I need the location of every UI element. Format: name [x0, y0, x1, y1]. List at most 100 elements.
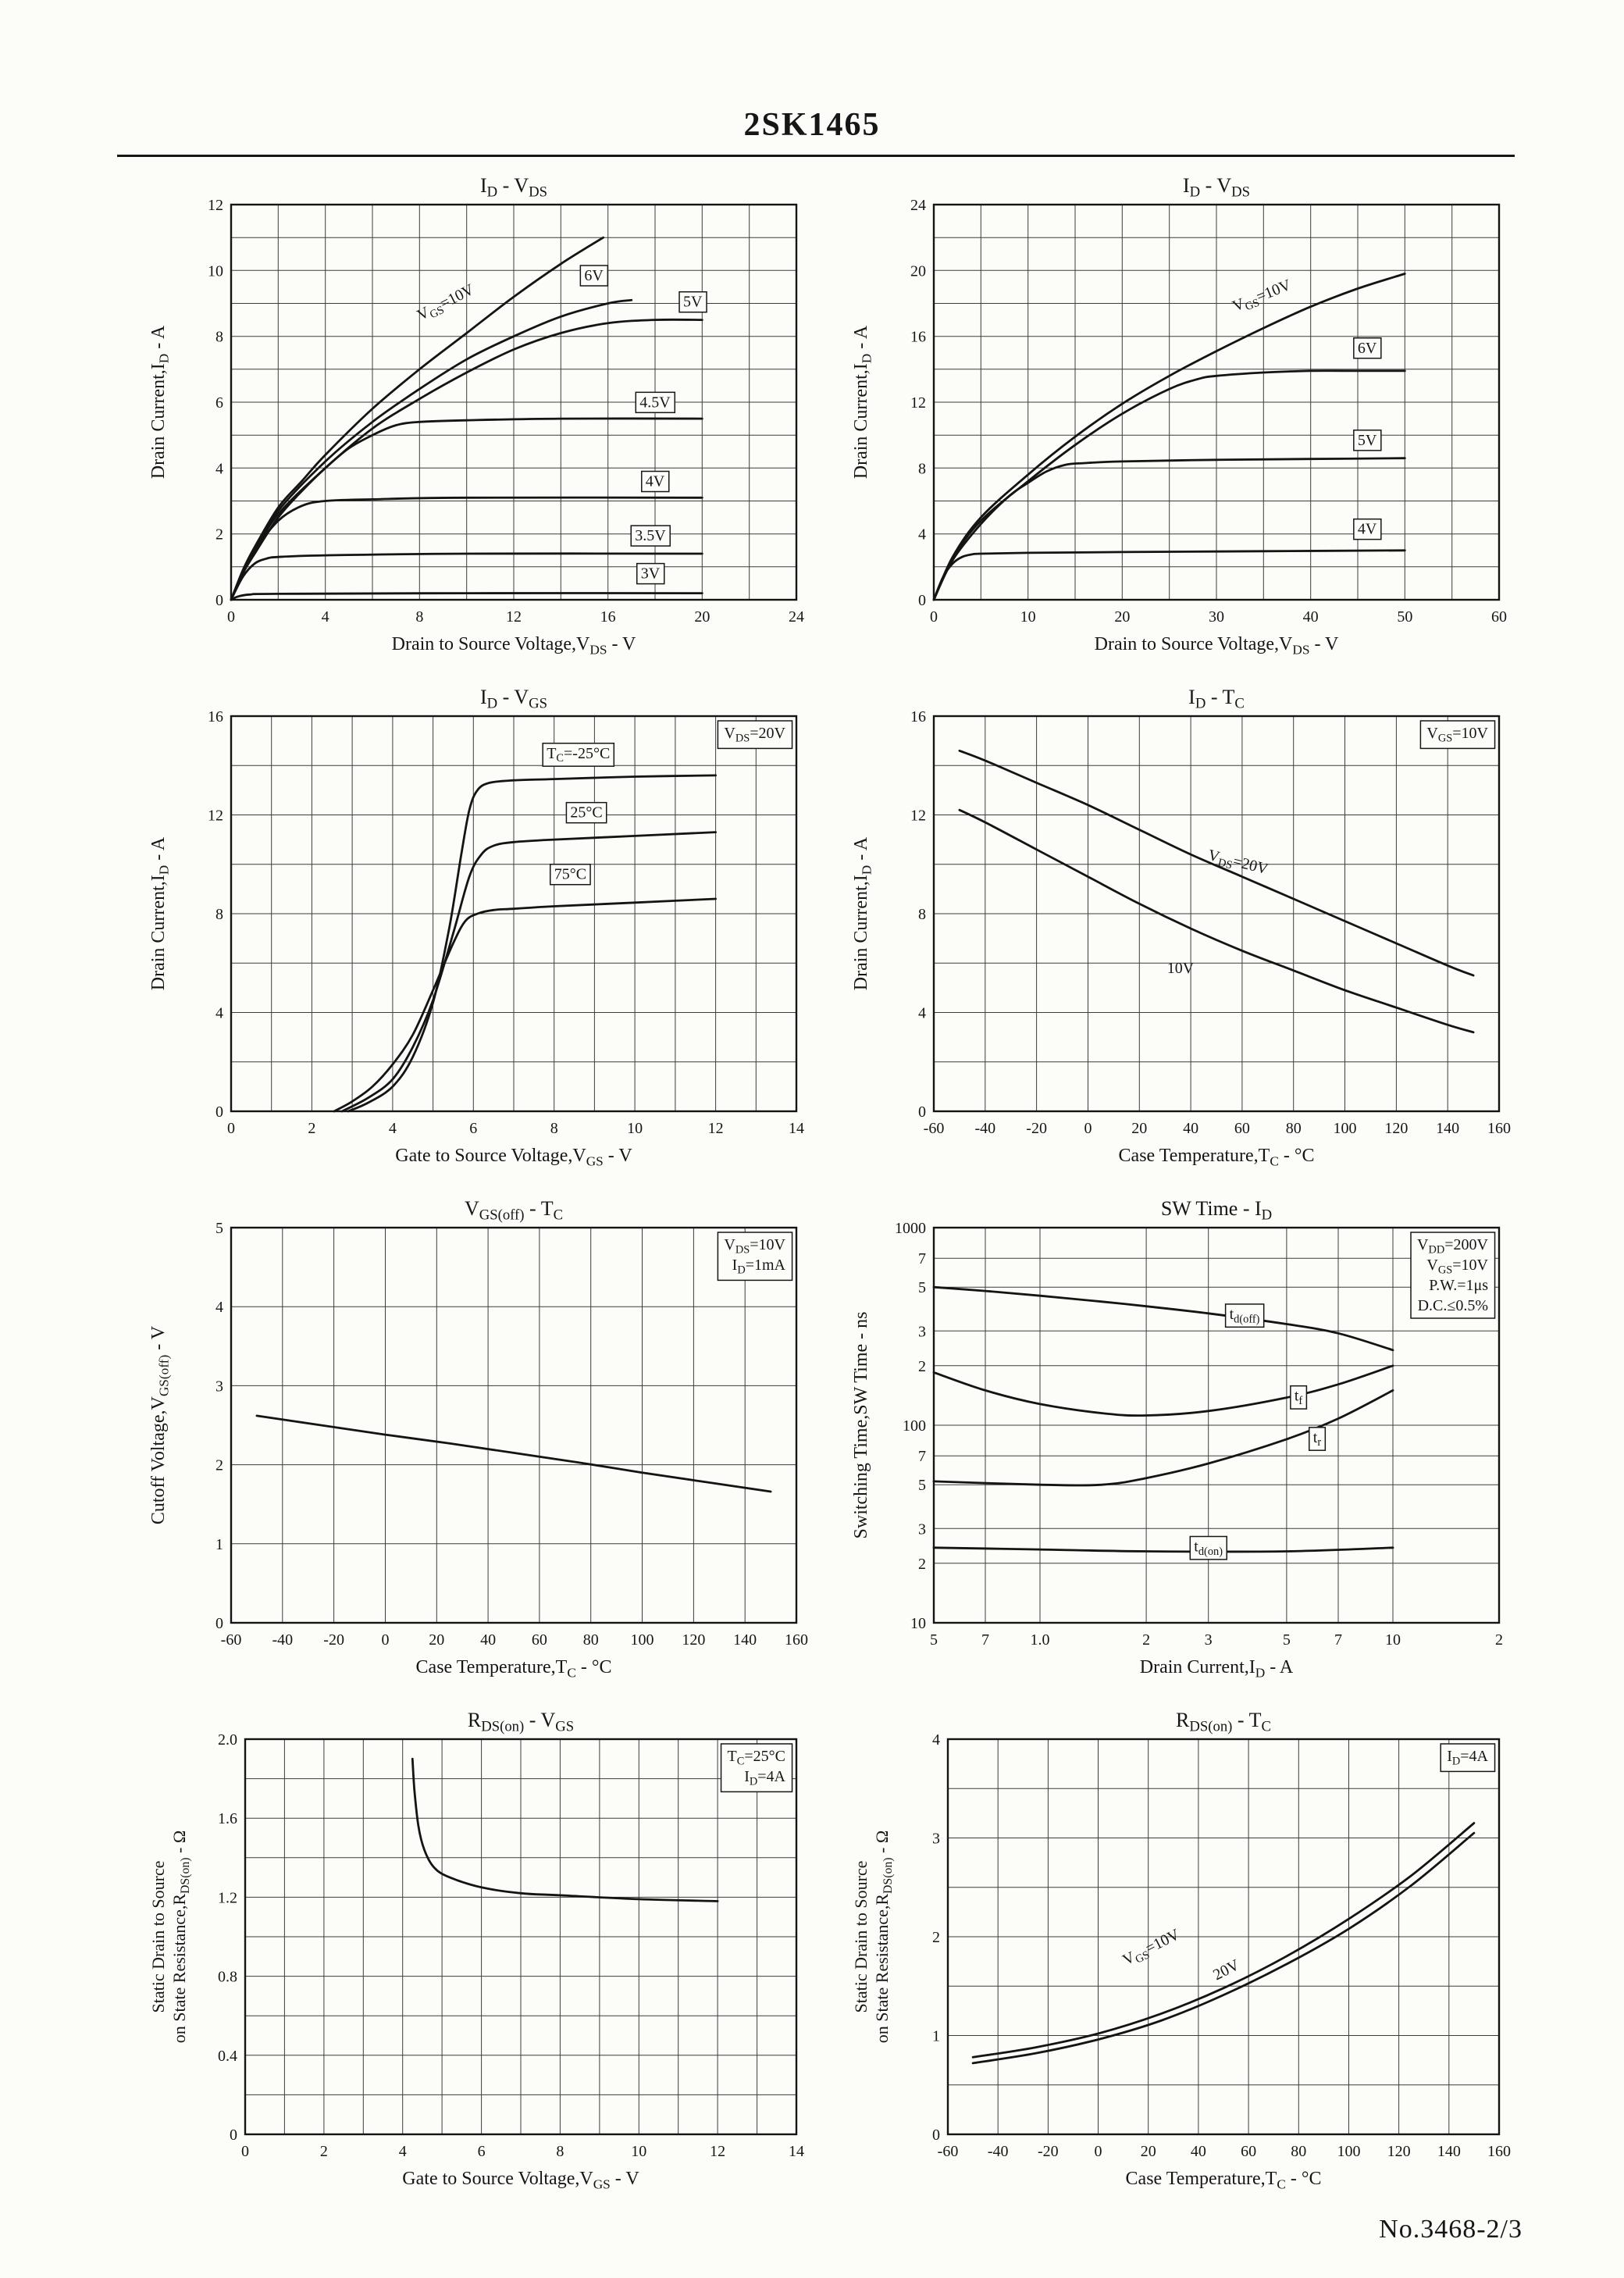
x-tick-label: 1.0 [1031, 1631, 1050, 1649]
y-tick-label: 8 [918, 460, 926, 477]
x-tick-label: 50 [1397, 608, 1412, 626]
chart-title: ID - TC [1188, 686, 1245, 712]
plot-border [932, 715, 1501, 1113]
y-tick-label: 12 [208, 197, 223, 214]
curve-label-tc-minus25c: TC=-25°C [542, 743, 615, 767]
x-tick-label: 40 [480, 1631, 496, 1649]
x-axis-label: Gate to Source Voltage,VGS - V [395, 1146, 632, 1168]
x-tick-label: 60 [1491, 608, 1507, 626]
y-tick-label: 8 [918, 906, 926, 923]
curve-label-vgs-6v: 6V [579, 265, 609, 287]
x-tick-label: 3 [1205, 1631, 1213, 1649]
x-tick-label: 0 [381, 1631, 389, 1649]
curve-label-tc-75c: 75°C [549, 863, 591, 886]
curve-label-vgs-4v: 4V [646, 473, 665, 490]
y-axis-label: Drain Current,ID - A [851, 325, 874, 479]
x-tick-label: 60 [1241, 2143, 1256, 2160]
y-axis-label: Drain Current,ID - A [148, 836, 171, 990]
chart-svg-output-characteristics-high: 0 10 20 30 40 50 60 0 4 8 12 16 20 24 ID - VDS Drain to… [851, 174, 1507, 657]
y-tick-label: 4 [215, 460, 223, 477]
curve-vgs-20v [971, 1831, 1476, 2065]
y-tick-label: 5 [918, 1279, 926, 1296]
conditions-rds-on-vs-temperature: ID=4A [1440, 1743, 1496, 1773]
y-tick-label: 1 [932, 2028, 940, 2045]
x-tick-label: 40 [1191, 2143, 1206, 2160]
x-tick-label: -40 [272, 1631, 293, 1649]
x-tick-label: 100 [1334, 1120, 1357, 1137]
x-tick-label: 60 [532, 1631, 547, 1649]
y-tick-label: 0 [918, 1103, 926, 1121]
chart-transfer-characteristics: 0 2 4 6 8 10 12 14 0 4 8 12 16 ID - VGS Gate to Source… [141, 677, 828, 1177]
chart-svg-rds-on-vs-vgs: 0 2 4 6 8 10 12 14 0 0.4 0.8 1.2 1.6 2.0 RDS(on) - VGS… [148, 1709, 804, 2191]
x-tick-label: 10 [1385, 1631, 1401, 1649]
y-tick-label: 5 [215, 1220, 223, 1237]
x-tick-label: 4 [322, 608, 329, 626]
x-tick-label: 100 [1337, 2143, 1360, 2160]
y-tick-label: 4 [918, 526, 926, 544]
x-tick-label: 8 [556, 2143, 564, 2160]
x-tick-label: 2 [308, 1120, 315, 1137]
curve-label-tf: tf [1290, 1385, 1308, 1410]
x-tick-label: 140 [733, 1631, 757, 1649]
x-tick-label: -40 [974, 1120, 995, 1137]
y-tick-label: 0 [932, 2126, 940, 2144]
curve-vgs-4p5v [230, 417, 703, 601]
x-tick-label: 160 [1487, 2143, 1511, 2160]
curve-label-vgs-10v: VGS=10V [1120, 1926, 1183, 1970]
plot-border [230, 1226, 798, 1624]
curve-tc-minus25c [347, 774, 717, 1113]
x-tick-label: 10 [631, 2143, 646, 2160]
curve-label-vgs-4v: 4V [1353, 518, 1382, 540]
x-tick-label: 12 [506, 608, 522, 626]
x-tick-label: -20 [323, 1631, 344, 1649]
x-axis-label: Drain Current,ID - A [1140, 1657, 1294, 1680]
y-axis-label: Cutoff Voltage,VGS(off) - V [148, 1325, 171, 1524]
condition-line: ID=1mA [732, 1257, 786, 1276]
curve-label-vds-10v: 10V [1167, 960, 1195, 977]
condition-line: VGS=10V [1426, 725, 1488, 744]
condition-line: P.W.=1μs [1429, 1277, 1488, 1294]
chart-svg-switching-time-vs-drain-current: 5 7 1.0 2 3 5 7 10 2 10 2 3 5 7 100 2 3 5 7 1000 SW Time - I… [851, 1197, 1503, 1680]
curve-label-vgs-6v: 6V [584, 267, 604, 284]
y-tick-label: 12 [910, 807, 926, 825]
x-tick-label: 80 [1291, 2143, 1306, 2160]
x-tick-label: 5 [930, 1631, 938, 1649]
x-axis-label: Case Temperature,TC - °C [1126, 2169, 1322, 2191]
chart-title: RDS(on) - TC [1176, 1709, 1271, 1735]
y-axis-label: Static Drain to Source [148, 1861, 168, 2013]
x-tick-label: 6 [478, 2143, 486, 2160]
y-tick-label: 20 [910, 262, 926, 280]
x-tick-label: 0 [930, 608, 938, 626]
curve-vgs-4v [230, 496, 703, 601]
curve-label-tr: tr [1313, 1429, 1322, 1449]
condition-line: VGS=10V [1426, 1257, 1488, 1276]
chart-output-characteristics-high: 0 10 20 30 40 50 60 0 4 8 12 16 20 24 ID - VDS Drain to… [843, 166, 1530, 665]
x-tick-label: 0 [1084, 1120, 1092, 1137]
y-tick-label: 0.4 [218, 2048, 237, 2065]
conditions-transfer-characteristics: VDS=20V [717, 720, 793, 750]
curve-label-vgs-4v: 4V [641, 470, 670, 493]
y-tick-label: 10 [208, 262, 223, 280]
x-tick-label: -60 [221, 1631, 242, 1649]
x-tick-label: 160 [785, 1631, 808, 1649]
x-tick-label: -20 [1026, 1120, 1047, 1137]
curve-tr [932, 1389, 1394, 1487]
y-tick-label: 16 [208, 708, 223, 725]
curve-vgs-off [255, 1414, 772, 1493]
x-tick-label: 40 [1303, 608, 1319, 626]
chart-title: ID - VGS [480, 686, 547, 712]
y-tick-label: 3 [932, 1831, 940, 1848]
x-tick-label: 80 [583, 1631, 599, 1649]
y-tick-label: 2 [918, 1358, 926, 1375]
curve-label-vgs-4p5v: 4.5V [639, 394, 671, 411]
y-tick-label: 12 [208, 807, 223, 825]
x-tick-label: 20 [694, 608, 710, 626]
curve-label-vgs-3v: 3V [636, 562, 665, 585]
curve-label-vgs-5v: 5V [683, 294, 703, 311]
y-tick-label: 2.0 [218, 1731, 237, 1749]
x-tick-label: -20 [1038, 2143, 1059, 2160]
y-tick-label: 0 [918, 592, 926, 609]
x-tick-label: -60 [924, 1120, 945, 1137]
